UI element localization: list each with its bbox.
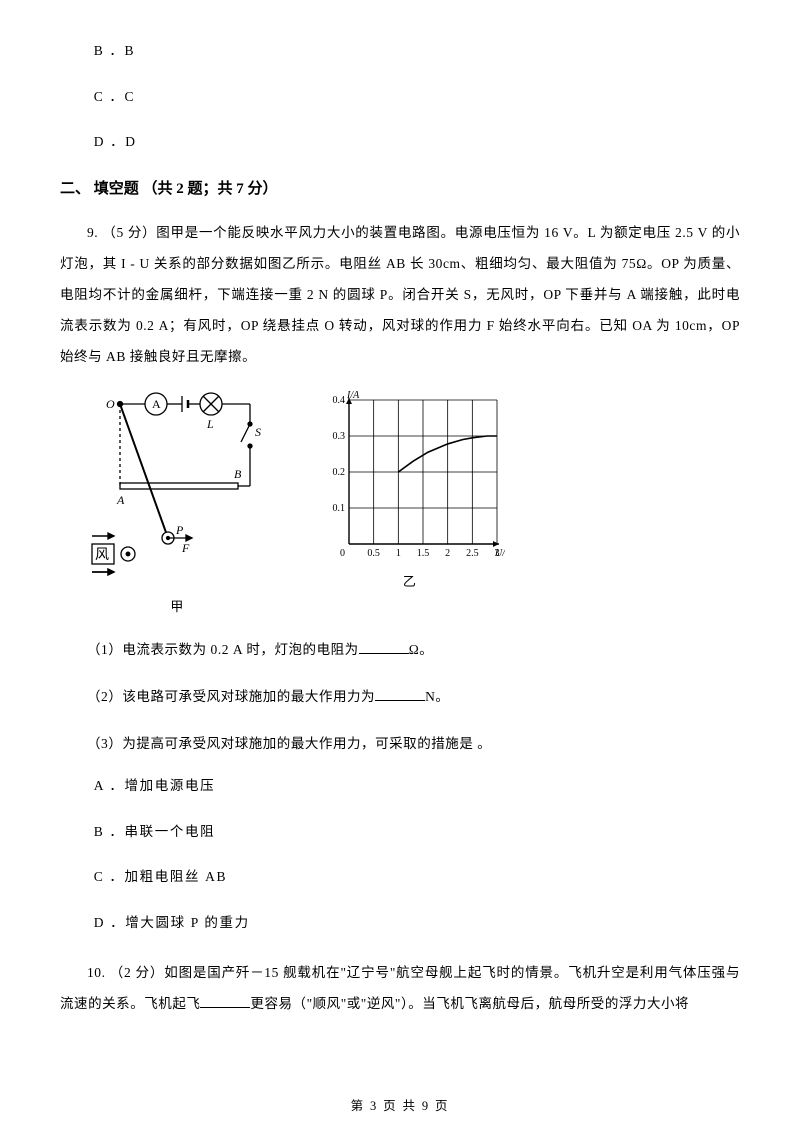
svg-text:U/V: U/V xyxy=(495,548,505,559)
iv-chart: 0.511.522.530.10.20.30.40I/AU/V xyxy=(315,386,505,566)
svg-text:0.2: 0.2 xyxy=(333,467,346,478)
q9-sub1-b: Ω。 xyxy=(409,642,434,657)
option-d: D ．D xyxy=(60,131,740,153)
circuit-diagram: A L S A B O PF 风 xyxy=(90,386,265,591)
q9-opt-b: B ．串联一个电阻 xyxy=(60,821,740,843)
svg-text:L: L xyxy=(206,417,214,431)
blank[interactable] xyxy=(200,995,250,1009)
svg-text:O: O xyxy=(106,397,115,411)
q9-sub2: （2）该电路可承受风对球施加的最大作用力为 N。 xyxy=(60,681,740,712)
svg-text:1.5: 1.5 xyxy=(417,548,430,559)
svg-text:S: S xyxy=(255,425,261,439)
svg-text:A: A xyxy=(152,397,161,411)
svg-text:2: 2 xyxy=(445,548,450,559)
q9-opt-a: A ．增加电源电压 xyxy=(60,775,740,797)
svg-text:1: 1 xyxy=(396,548,401,559)
q9-sub3: （3）为提高可承受风对球施加的最大作用力，可采取的措施是 。 xyxy=(60,728,740,759)
q9-sub1-a: （1）电流表示数为 0.2 A 时，灯泡的电阻为 xyxy=(87,642,359,657)
svg-text:0.5: 0.5 xyxy=(367,548,380,559)
svg-text:2.5: 2.5 xyxy=(466,548,479,559)
svg-text:I/A: I/A xyxy=(346,390,360,401)
svg-text:0.1: 0.1 xyxy=(333,503,346,514)
q9-text: 9. （5 分）图甲是一个能反映水平风力大小的装置电路图。电源电压恒为 16 V… xyxy=(60,217,740,372)
svg-text:0.4: 0.4 xyxy=(333,395,346,406)
fig-label-right: 乙 xyxy=(403,572,417,593)
svg-text:0.3: 0.3 xyxy=(333,431,346,442)
option-c: C ．C xyxy=(60,86,740,108)
svg-text:风: 风 xyxy=(95,548,109,563)
figure-row: ALSABOPF风 甲 0.511.522.530.10.20.30.40I/A… xyxy=(90,386,740,618)
q9-sub1: （1）电流表示数为 0.2 A 时，灯泡的电阻为 Ω。 xyxy=(60,634,740,665)
q9-sub2-b: N。 xyxy=(425,689,449,704)
section-heading: 二、 填空题 （共 2 题；共 7 分） xyxy=(60,177,740,201)
svg-text:A: A xyxy=(116,493,125,507)
svg-text:0: 0 xyxy=(340,548,345,559)
q10-b: 更容易（"顺风"或"逆风"）。当飞机飞离航母后，航母所受的浮力大小将 xyxy=(250,996,689,1011)
q9-sub2-a: （2）该电路可承受风对球施加的最大作用力为 xyxy=(87,689,375,704)
svg-text:P: P xyxy=(175,523,184,537)
blank[interactable] xyxy=(359,640,409,654)
blank[interactable] xyxy=(375,687,425,701)
q9-opt-d: D ．增大圆球 P 的重力 xyxy=(60,912,740,934)
page-footer: 第 3 页 共 9 页 xyxy=(0,1096,800,1116)
svg-text:B: B xyxy=(234,467,242,481)
fig-label-left: 甲 xyxy=(170,597,184,618)
q10-text: 10. （2 分）如图是国产歼－15 舰载机在"辽宁号"航空母舰上起飞时的情景。… xyxy=(60,957,740,1019)
q9-opt-c: C ．加粗电阻丝 AB xyxy=(60,866,740,888)
svg-text:F: F xyxy=(181,541,190,555)
option-b: B ．B xyxy=(60,40,740,62)
